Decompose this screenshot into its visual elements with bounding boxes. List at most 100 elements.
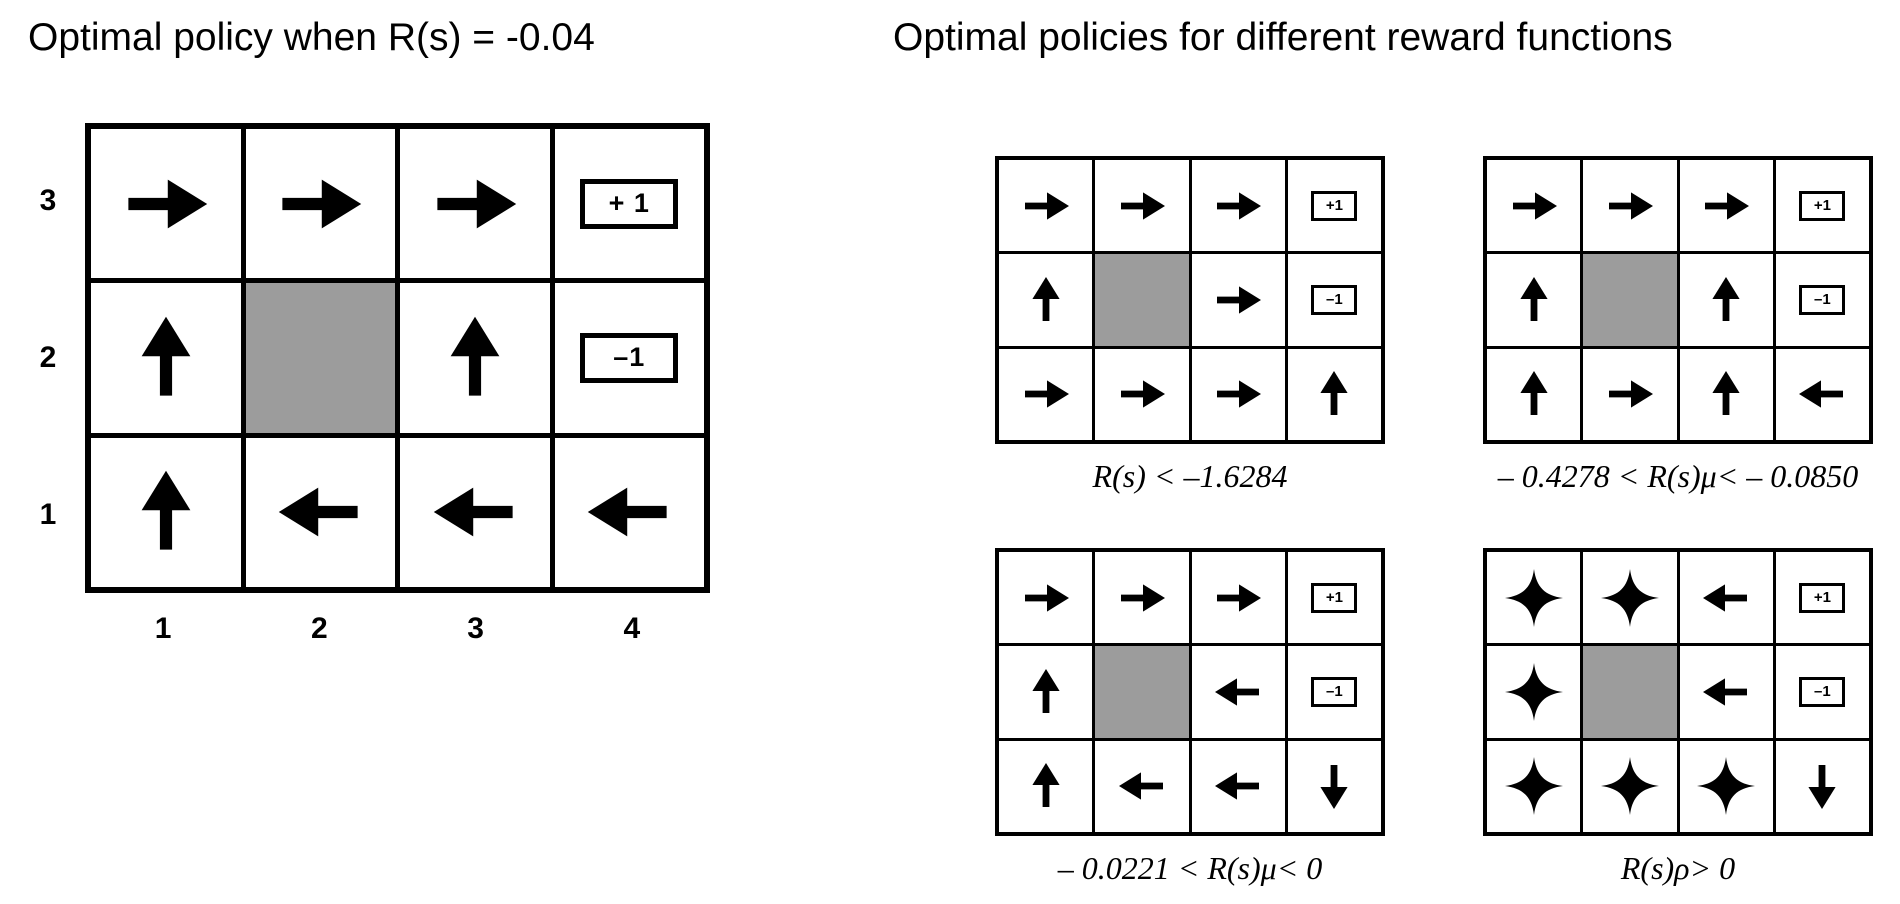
star-icon xyxy=(1504,662,1563,721)
right-panel-title: Optimal policies for different reward fu… xyxy=(893,16,1673,59)
left-arrow-icon xyxy=(1118,772,1163,800)
left-arrow-cell xyxy=(1095,740,1189,832)
right-arrow-cell xyxy=(1095,348,1189,440)
right-arrow-cell xyxy=(1095,552,1189,644)
up-arrow-icon xyxy=(1712,371,1740,416)
star-icon xyxy=(1697,757,1756,816)
terminal-reward-label: –1 xyxy=(1799,676,1846,707)
terminal-cell: +1 xyxy=(1287,552,1381,644)
terminal-reward-label: +1 xyxy=(1799,190,1846,221)
right-arrow-icon xyxy=(1217,380,1262,408)
terminal-cell: –1 xyxy=(1775,646,1869,738)
left-arrow-icon xyxy=(433,487,513,537)
right-arrow-icon xyxy=(1608,192,1653,220)
right-arrow-icon xyxy=(1120,584,1165,612)
wall-cell xyxy=(245,283,395,433)
left-arrow-icon xyxy=(279,487,358,537)
left-arrow-cell xyxy=(1191,646,1285,738)
policy-grid-3: +1 –1 xyxy=(995,548,1385,836)
up-arrow-cell xyxy=(400,283,550,433)
figure-caption-2: – 0.4278 < R(s)μ< – 0.0850 xyxy=(1483,458,1873,508)
star-cell xyxy=(1487,552,1581,644)
right-arrow-cell xyxy=(400,129,550,279)
left-arrow-icon xyxy=(1799,380,1844,408)
terminal-cell: –1 xyxy=(554,283,704,433)
terminal-cell: +1 xyxy=(1775,552,1869,644)
right-arrow-icon xyxy=(1120,380,1165,408)
terminal-cell: + 1 xyxy=(554,129,704,279)
terminal-reward-label: +1 xyxy=(1311,582,1358,613)
up-arrow-icon xyxy=(1520,276,1548,321)
figure-caption-2-text: – 0.4278 < R(s)μ< – 0.0850 xyxy=(1497,458,1859,494)
right-arrow-icon xyxy=(1024,192,1069,220)
up-arrow-cell xyxy=(1679,348,1773,440)
right-arrow-icon xyxy=(1217,286,1262,314)
figure-caption-4: R(s)ρ> 0 xyxy=(1483,850,1873,900)
figure-caption-3-text: – 0.0221 < R(s)μ< 0 xyxy=(1057,850,1323,886)
terminal-reward-label: –1 xyxy=(1799,284,1846,315)
main-policy-grid: + 1 –1 xyxy=(85,123,710,593)
policy-grid-4: +1 –1 xyxy=(1483,548,1873,836)
column-labels: 1 2 3 4 xyxy=(85,612,710,646)
left-arrow-cell xyxy=(400,437,550,587)
right-arrow-icon xyxy=(282,179,362,229)
right-arrow-cell xyxy=(999,348,1093,440)
col-label-4: 4 xyxy=(623,612,641,645)
right-arrow-cell xyxy=(1679,160,1773,252)
down-arrow-icon xyxy=(1808,765,1836,810)
up-arrow-cell xyxy=(1487,348,1581,440)
policy-figure-1: +1 –1 R(s) < –1.6284 xyxy=(995,156,1385,508)
wall-cell xyxy=(1583,254,1677,346)
right-arrow-icon xyxy=(1024,380,1069,408)
figure-caption-1: R(s) < –1.6284 xyxy=(995,458,1385,508)
up-arrow-cell xyxy=(1679,254,1773,346)
right-arrow-cell xyxy=(1191,160,1285,252)
right-arrow-cell xyxy=(1583,348,1677,440)
up-arrow-icon xyxy=(1032,763,1060,808)
right-arrow-icon xyxy=(128,179,207,229)
right-arrow-cell xyxy=(999,160,1093,252)
left-arrow-cell xyxy=(245,437,395,587)
up-arrow-cell xyxy=(999,740,1093,832)
terminal-reward-label: + 1 xyxy=(580,178,679,229)
policy-figure-2: +1 –1 – 0.4278 < R(s)μ< – 0.0850 xyxy=(1483,156,1873,508)
up-arrow-icon xyxy=(450,316,500,396)
left-arrow-icon xyxy=(1703,678,1748,706)
terminal-cell: +1 xyxy=(1287,160,1381,252)
terminal-cell: –1 xyxy=(1287,254,1381,346)
right-arrow-icon xyxy=(1608,380,1653,408)
terminal-reward-label: –1 xyxy=(1311,676,1358,707)
policy-figure-4: +1 –1 R(s)ρ> 0 xyxy=(1483,548,1873,900)
left-arrow-cell xyxy=(1679,552,1773,644)
wall-cell xyxy=(1583,646,1677,738)
star-cell xyxy=(1487,646,1581,738)
policy-grid-1: +1 –1 xyxy=(995,156,1385,444)
up-arrow-cell xyxy=(999,646,1093,738)
terminal-reward-label: –1 xyxy=(580,332,679,383)
up-arrow-cell xyxy=(1487,254,1581,346)
up-arrow-cell xyxy=(91,283,241,433)
left-arrow-cell xyxy=(1775,348,1869,440)
col-label-3: 3 xyxy=(467,612,484,645)
star-icon xyxy=(1600,757,1659,816)
down-arrow-cell xyxy=(1287,740,1381,832)
left-arrow-icon xyxy=(1215,772,1260,800)
row-label-2: 2 xyxy=(39,340,57,374)
row-labels: 3 2 1 xyxy=(30,123,66,593)
col-label-2: 2 xyxy=(311,612,328,645)
terminal-cell: –1 xyxy=(1775,254,1869,346)
terminal-reward-label: –1 xyxy=(1311,284,1358,315)
right-arrow-cell xyxy=(1095,160,1189,252)
figure-caption-3: – 0.0221 < R(s)μ< 0 xyxy=(995,850,1385,900)
star-icon xyxy=(1504,757,1563,816)
right-arrow-cell xyxy=(1487,160,1581,252)
col-label-1: 1 xyxy=(154,612,172,645)
up-arrow-icon xyxy=(141,471,191,550)
star-cell xyxy=(1583,552,1677,644)
star-cell xyxy=(1487,740,1581,832)
terminal-cell: +1 xyxy=(1775,160,1869,252)
right-arrow-cell xyxy=(245,129,395,279)
right-arrow-icon xyxy=(1705,192,1750,220)
left-arrow-cell xyxy=(1679,646,1773,738)
right-arrow-icon xyxy=(1512,192,1557,220)
